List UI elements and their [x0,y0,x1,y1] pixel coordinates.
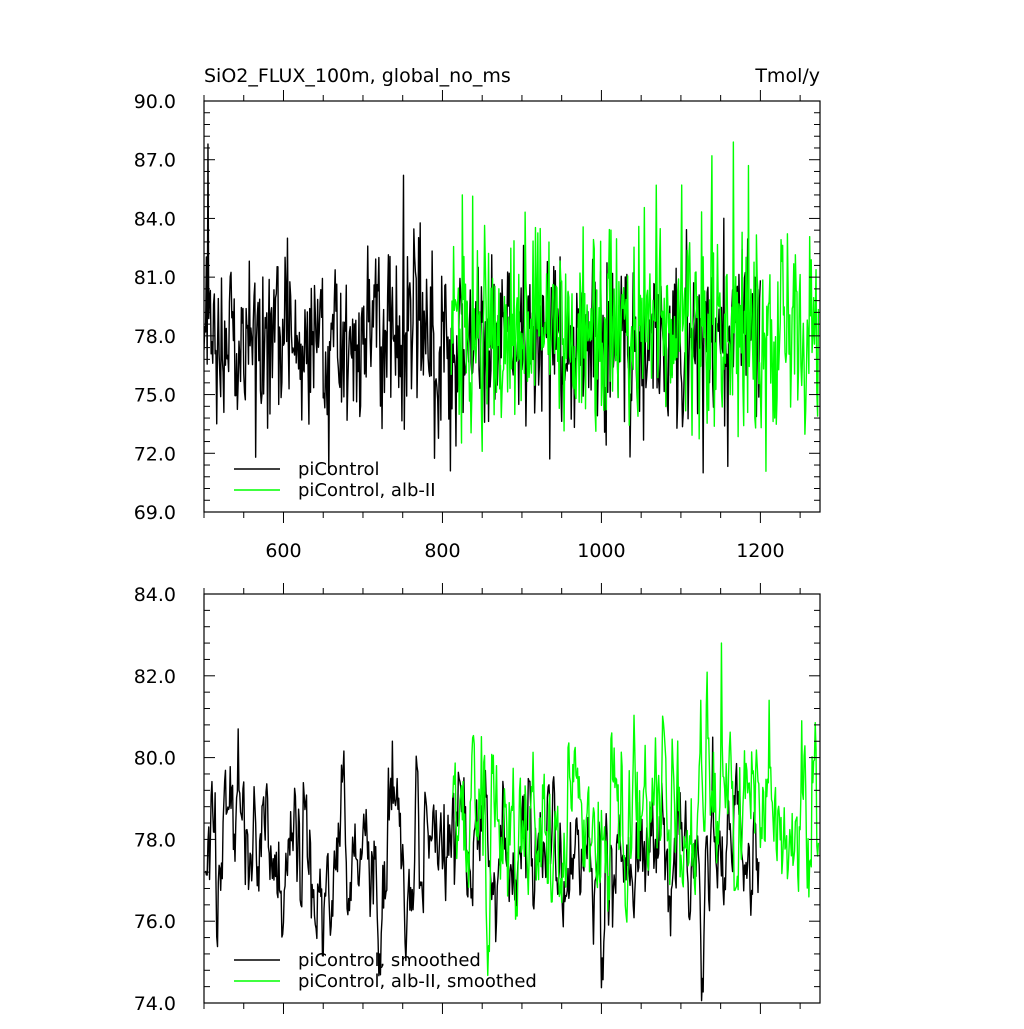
y-tick-label: 75.0 [134,385,176,407]
x-tick-label: 800 [424,540,460,562]
y-tick-label: 74.0 [134,993,176,1015]
series-line [450,141,820,472]
plot-frame [203,593,821,1004]
x-tick-label: 1200 [736,540,784,562]
y-tick-label: 78.0 [134,326,176,348]
y-tick-label: 76.0 [134,911,176,933]
top-panel: 69.0 72.0 75.0 78.0 81.0 84.0 87.0 90.0 600 800 10… [134,90,821,562]
legend-label: piControl [298,459,380,480]
y-tick-label: 78.0 [134,829,176,851]
legend-label: piControl, smoothed [298,950,481,971]
bottom-panel: 74.0 76.0 78.0 80.0 82.0 84.0 piControl, smoot… [134,583,821,1015]
y-tick-label: 87.0 [134,150,176,172]
y-tick-label: 81.0 [134,267,176,289]
y-tick-label: 82.0 [134,666,176,688]
y-tick-label: 69.0 [134,502,176,524]
legend-label: piControl, alb-II, smoothed [298,971,537,992]
chart-title: SiO2_FLUX_100m, global_no_ms [204,65,511,87]
y-tick-label: 84.0 [134,208,176,230]
y-tick-label: 84.0 [134,584,176,606]
x-tick-label: 1000 [577,540,625,562]
units-label: Tmol/y [754,65,820,87]
plot-frame [203,100,821,513]
x-tick-label: 600 [265,540,301,562]
y-tick-label: 80.0 [134,748,176,770]
y-tick-label: 72.0 [134,443,176,465]
series-line [452,642,820,977]
y-tick-label: 90.0 [134,91,176,113]
legend-label: piControl, alb-II [298,480,436,501]
series-line [204,143,762,474]
